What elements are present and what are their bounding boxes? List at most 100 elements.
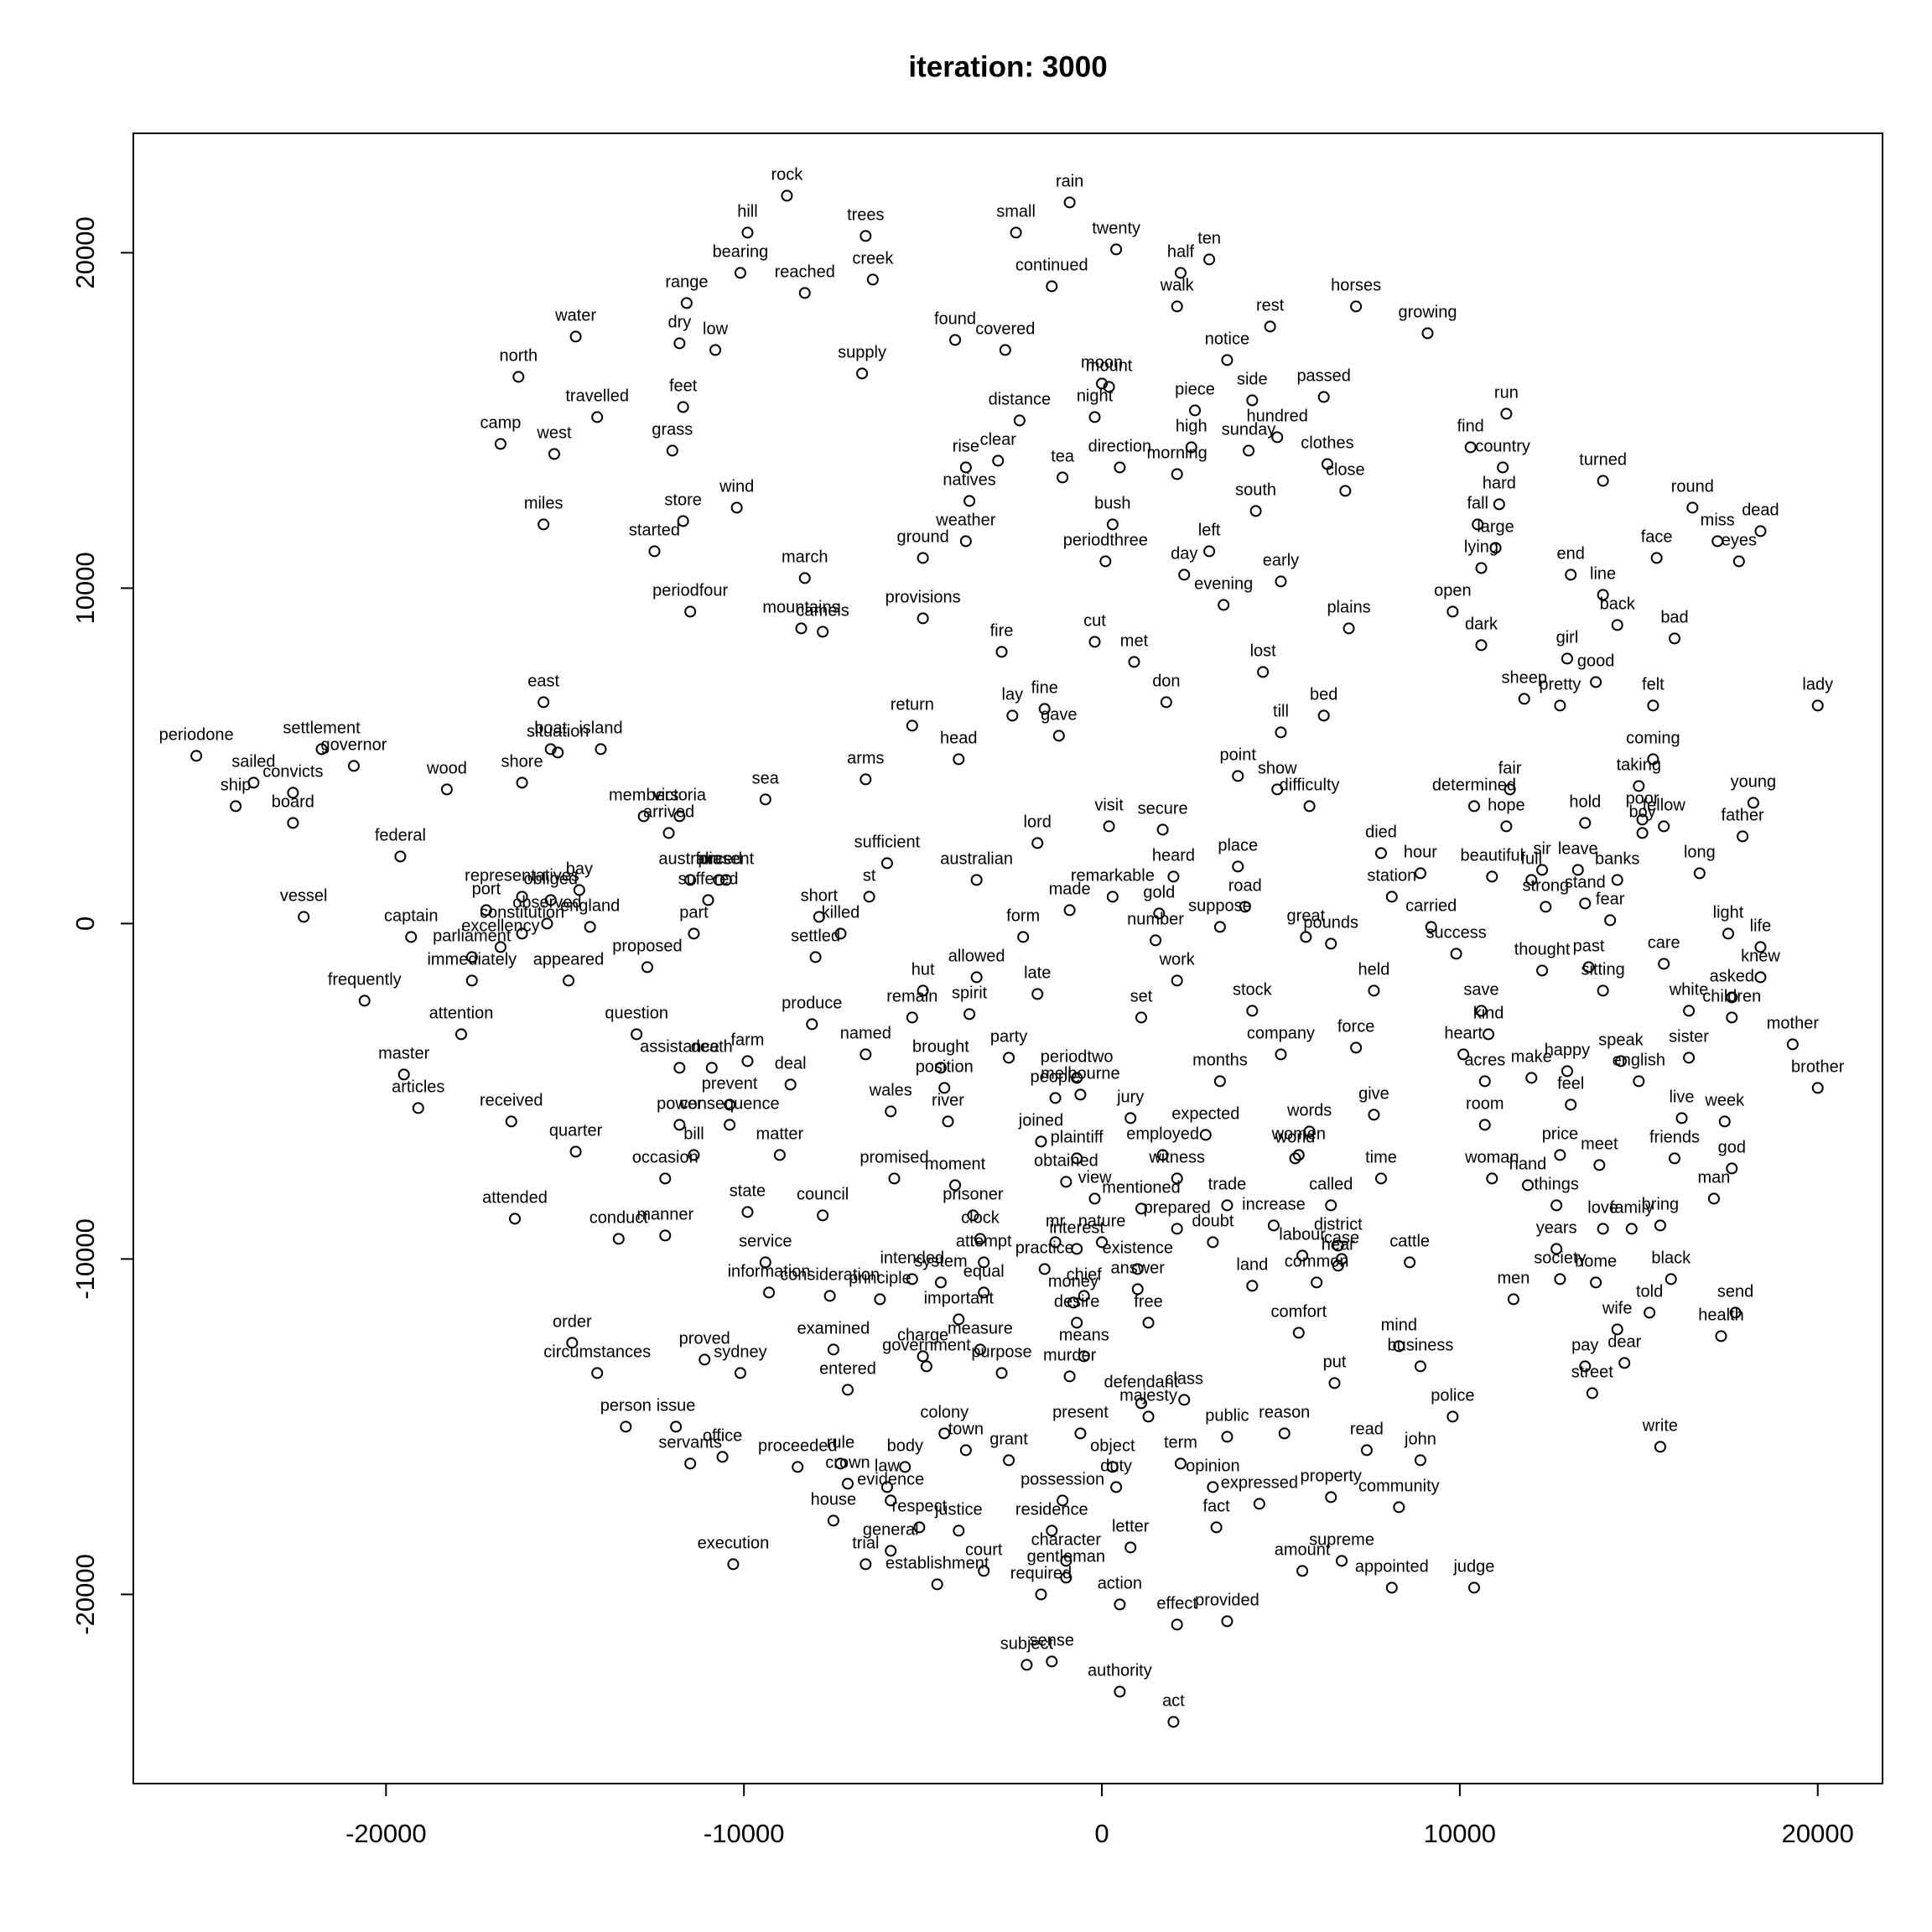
- point: [741, 226, 754, 239]
- point: [1221, 354, 1233, 366]
- point: [1521, 1179, 1534, 1192]
- point: [970, 874, 983, 886]
- point: [1135, 1202, 1148, 1215]
- point-label: range: [665, 273, 708, 292]
- point: [1246, 1005, 1259, 1017]
- point: [1343, 622, 1355, 635]
- point: [1614, 1055, 1627, 1067]
- point-label: west: [536, 424, 572, 443]
- point: [724, 1098, 736, 1111]
- point: [1142, 1410, 1155, 1423]
- point-label: arms: [847, 750, 884, 768]
- point-label: remarkable: [1071, 867, 1155, 886]
- point: [763, 1286, 776, 1299]
- point: [494, 438, 506, 450]
- point-label: taking: [1617, 756, 1661, 775]
- point-label: world: [1275, 1129, 1316, 1147]
- point: [1374, 1172, 1387, 1185]
- point: [1665, 1273, 1677, 1285]
- point: [1003, 1052, 1015, 1064]
- point: [1049, 1092, 1062, 1104]
- point: [1683, 1005, 1696, 1017]
- point: [1124, 1541, 1137, 1554]
- point: [1554, 1273, 1566, 1285]
- point: [856, 367, 869, 380]
- point-label: low: [703, 320, 729, 339]
- point: [906, 719, 918, 732]
- point: [1525, 874, 1538, 886]
- point-label: chief: [1067, 1266, 1103, 1285]
- point: [1618, 1357, 1631, 1369]
- point-label: rain: [1056, 173, 1083, 191]
- point: [1088, 636, 1101, 648]
- point: [1296, 1565, 1309, 1577]
- point: [1114, 461, 1126, 474]
- point: [920, 1360, 932, 1373]
- point: [1489, 542, 1502, 554]
- point-label: sitting: [1581, 961, 1625, 979]
- point: [1658, 958, 1670, 970]
- point-label: grass: [652, 421, 693, 439]
- point: [1604, 914, 1617, 927]
- point-label: march: [782, 548, 828, 567]
- point: [809, 951, 822, 963]
- point-label: feet: [669, 377, 698, 396]
- point-label: large: [1477, 518, 1514, 537]
- point-label: died: [1365, 823, 1397, 842]
- point: [1582, 961, 1595, 974]
- point-label: issue: [657, 1397, 696, 1415]
- point: [688, 927, 700, 940]
- point-label: opinion: [1186, 1457, 1240, 1476]
- point: [566, 1337, 579, 1349]
- point: [974, 1233, 986, 1245]
- point-label: give: [1358, 1085, 1389, 1104]
- point: [1726, 1011, 1738, 1024]
- point: [938, 1082, 951, 1094]
- point-label: fear: [1596, 891, 1625, 909]
- point: [1425, 921, 1437, 933]
- point: [716, 1451, 729, 1463]
- point-label: north: [499, 347, 538, 366]
- point: [1500, 408, 1513, 420]
- point: [1063, 196, 1076, 209]
- point: [719, 874, 732, 886]
- point-label: made: [1049, 880, 1091, 899]
- point: [1246, 394, 1259, 407]
- point: [673, 810, 686, 823]
- point-label: assistance: [640, 1038, 719, 1057]
- point-label: hour: [1404, 844, 1437, 862]
- point: [863, 891, 875, 903]
- point: [999, 344, 1011, 356]
- point-label: quarter: [549, 1122, 603, 1140]
- point-label: sense: [1030, 1632, 1074, 1650]
- point-label: attention: [429, 1005, 494, 1023]
- point: [1275, 575, 1287, 588]
- point-label: camp: [480, 414, 521, 433]
- point: [1171, 1223, 1183, 1235]
- point: [1414, 1360, 1426, 1373]
- point: [1754, 941, 1767, 953]
- point: [1071, 1317, 1083, 1329]
- point-label: boat: [534, 719, 567, 738]
- point: [680, 297, 693, 309]
- point-label: periodtwo: [1041, 1048, 1114, 1067]
- point-label: produce: [782, 995, 842, 1013]
- point-label: obtained: [1034, 1152, 1098, 1171]
- point: [1232, 770, 1244, 782]
- point-label: proposed: [612, 937, 682, 956]
- point: [1189, 404, 1202, 417]
- point: [860, 230, 872, 242]
- point: [1350, 1041, 1363, 1054]
- point-label: beautiful: [1460, 847, 1524, 865]
- point-label: women: [1271, 1125, 1326, 1144]
- point-label: started: [629, 522, 680, 540]
- point-label: means: [1059, 1327, 1109, 1345]
- point: [1257, 666, 1270, 678]
- point-label: place: [1218, 837, 1258, 855]
- point-label: lady: [1802, 676, 1833, 694]
- point-label: appointed: [1355, 1558, 1429, 1576]
- point-label: desire: [1054, 1293, 1099, 1311]
- point-label: principle: [849, 1270, 911, 1288]
- point: [1106, 1461, 1119, 1473]
